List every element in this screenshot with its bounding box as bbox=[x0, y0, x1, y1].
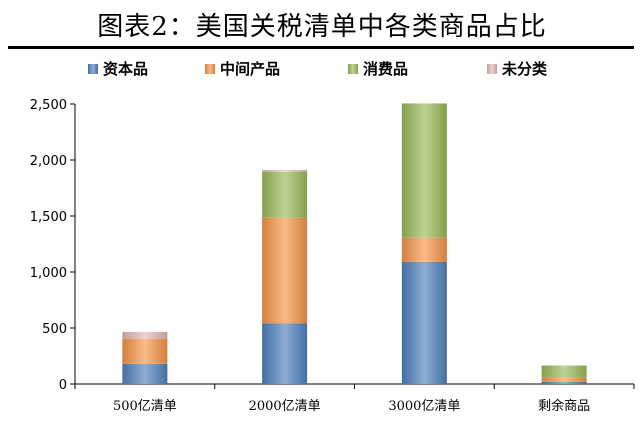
bar-segment bbox=[262, 170, 308, 172]
legend-label-4: 未分类 bbox=[501, 60, 548, 78]
legend-swatch-4 bbox=[487, 64, 497, 74]
bar-segment bbox=[122, 331, 168, 339]
y-tick-label: 2,500 bbox=[30, 98, 67, 113]
bar-segment bbox=[401, 103, 447, 238]
x-tick-label: 2000亿清单 bbox=[249, 399, 321, 414]
bar-segment bbox=[541, 381, 587, 384]
bar-segment bbox=[541, 377, 587, 382]
legend-label-1: 资本品 bbox=[103, 60, 148, 78]
bar-segment bbox=[262, 217, 308, 324]
y-tick-label: 500 bbox=[42, 322, 67, 337]
legend-swatch-1 bbox=[88, 64, 98, 74]
legend-label-2: 中间产品 bbox=[220, 60, 280, 78]
bar-segment bbox=[401, 261, 447, 384]
legend-swatch-2 bbox=[205, 64, 215, 74]
y-tick-label: 2,000 bbox=[30, 154, 67, 169]
bar-segment bbox=[541, 365, 587, 378]
x-tick-label: 3000亿清单 bbox=[388, 399, 460, 414]
legend-label-3: 消费品 bbox=[363, 60, 408, 78]
bar-segment bbox=[122, 338, 168, 364]
legend: 资本品 中间产品 消费品 未分类 bbox=[88, 60, 548, 78]
bar-segment bbox=[401, 237, 447, 262]
x-tick-label: 500亿清单 bbox=[113, 399, 177, 414]
bar-segment bbox=[262, 323, 308, 384]
bar-segment bbox=[262, 171, 308, 218]
axes: 0 500 1,000 1,500 2,000 2,500 500亿清单 2000亿清单 300… bbox=[30, 98, 635, 414]
legend-swatch-3 bbox=[348, 64, 358, 74]
title-divider bbox=[8, 46, 634, 49]
y-tick-label: 0 bbox=[59, 378, 67, 393]
page-title: 图表2：美国关税清单中各类商品占比 bbox=[97, 12, 547, 42]
y-tick-label: 1,500 bbox=[30, 210, 67, 225]
bar-segment bbox=[122, 363, 168, 384]
bars bbox=[122, 103, 587, 384]
y-tick-label: 1,000 bbox=[30, 266, 67, 281]
x-tick-label: 剩余商品 bbox=[538, 398, 590, 414]
